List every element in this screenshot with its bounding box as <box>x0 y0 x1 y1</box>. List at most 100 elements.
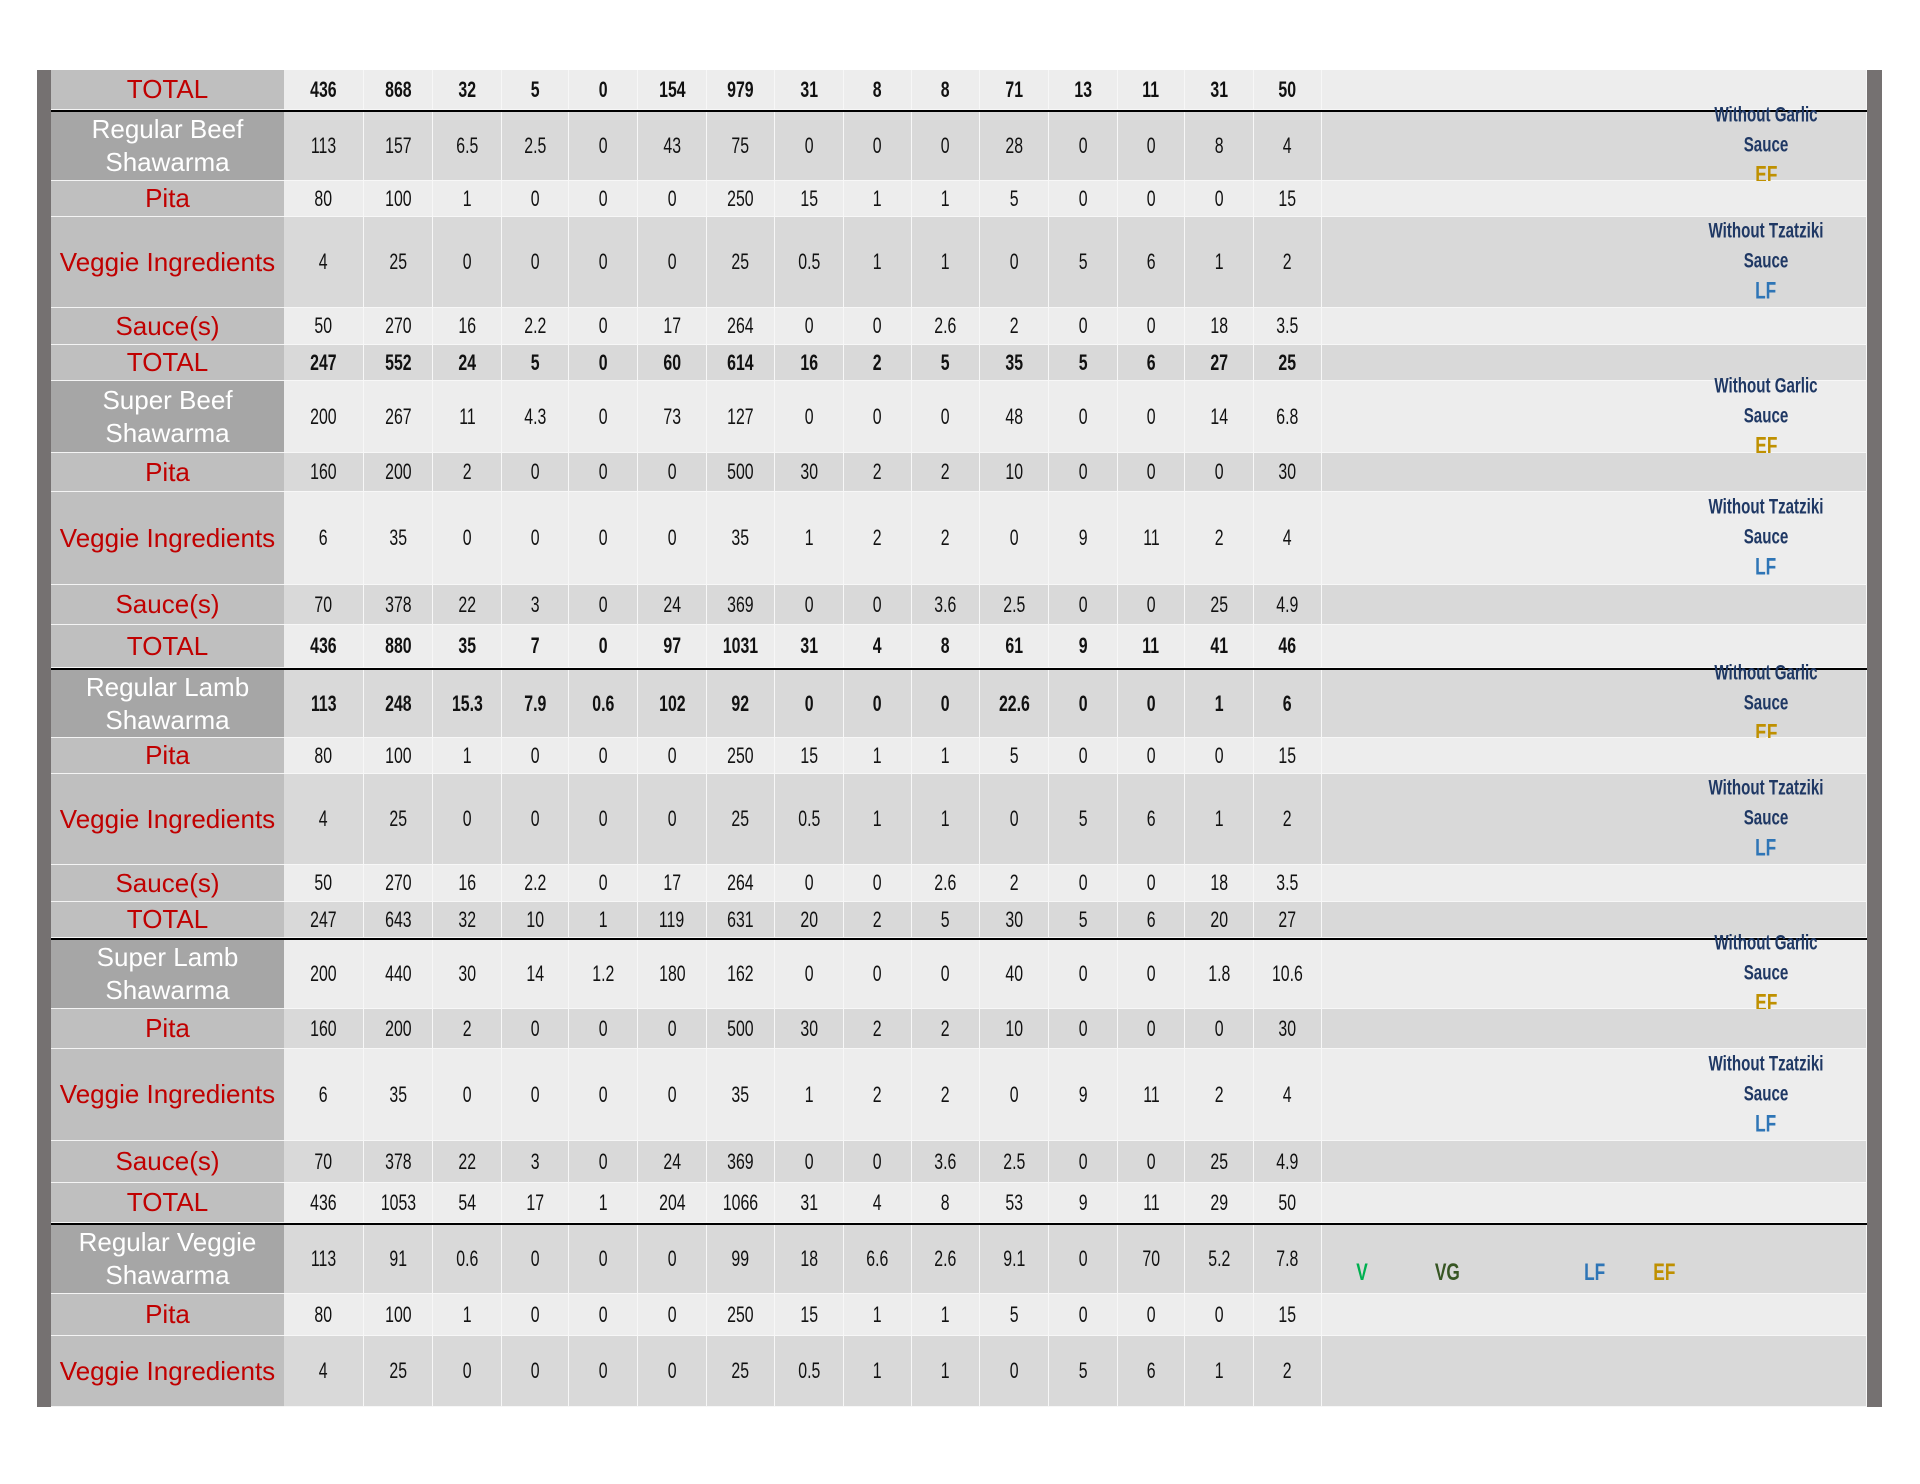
value-text: 4 <box>1283 133 1292 158</box>
value-cell: 5 <box>1049 345 1118 381</box>
value-text: 0 <box>598 313 608 338</box>
value-text: 4.9 <box>1276 591 1299 617</box>
value-text: 99 <box>731 1246 750 1271</box>
value-cell: 9 <box>1049 625 1118 668</box>
value-cell: 2.6 <box>912 865 980 902</box>
value-cell: 18 <box>1185 308 1254 345</box>
value-cell: 27 <box>1254 902 1322 938</box>
value-cell: 1 <box>1185 774 1254 865</box>
value-cell: 50 <box>1254 1183 1322 1223</box>
tag-lf-badge: LF <box>1755 834 1777 862</box>
value-text: 14 <box>1210 403 1228 429</box>
value-text: 10 <box>1005 1015 1023 1041</box>
value-text: 6 <box>319 1081 328 1107</box>
value-text: 0 <box>1214 742 1224 768</box>
value-cell: 0 <box>638 1294 707 1336</box>
note-garlic: Without Garlic Sauce EF <box>1676 101 1856 192</box>
item-name-cell: Super Beef Shawarma <box>51 381 284 453</box>
value-text: 0 <box>462 1358 472 1383</box>
value-cell: 0 <box>638 738 707 774</box>
value-text: 0 <box>462 249 472 274</box>
value-cell: 378 <box>364 1141 433 1183</box>
value-text: 0 <box>1078 591 1088 617</box>
value-cell: 6.5 <box>433 112 502 181</box>
value-cell: 18 <box>775 1225 844 1294</box>
value-cell: 0 <box>980 492 1049 585</box>
value-text: 157 <box>384 133 412 158</box>
value-text: 2 <box>873 525 882 550</box>
value-cell: 1 <box>844 1336 912 1407</box>
notes-cell: Without Garlic Sauce EF <box>1322 932 1867 1017</box>
table-row: Regular Lamb Shawarma 113 248 15.3 7.9 0.6 102… <box>51 661 1867 746</box>
value-text: 0 <box>598 1301 608 1327</box>
value-text: 0 <box>1146 459 1156 484</box>
value-cell: 31 <box>775 70 844 110</box>
value-cell: 0 <box>569 492 638 585</box>
value-text: 4 <box>1283 525 1292 550</box>
value-cell: 0 <box>569 1049 638 1141</box>
notes-cell <box>1322 738 1867 774</box>
table-row: TOTAL 436 880 35 7 0 97 1031 31 4 8 61 9 11 41 46 <box>51 625 1867 668</box>
value-cell: 4 <box>284 774 364 865</box>
value-text: 0 <box>598 1246 608 1271</box>
value-text: 0 <box>873 870 882 895</box>
value-cell: 3.6 <box>912 585 980 625</box>
value-text: 13 <box>1074 76 1092 102</box>
value-cell: 15 <box>775 181 844 217</box>
value-cell: 0 <box>1118 381 1185 453</box>
value-text: 5.2 <box>1207 1246 1231 1271</box>
value-text: 0 <box>804 1148 814 1174</box>
value-text: 127 <box>727 403 754 429</box>
value-text: 0 <box>1078 185 1088 211</box>
value-cell: 154 <box>638 70 707 110</box>
value-cell: 0 <box>569 308 638 345</box>
value-cell: 102 <box>638 670 707 738</box>
value-cell: 32 <box>433 902 502 938</box>
value-text: 0 <box>1078 690 1088 716</box>
value-cell: 0 <box>1185 1009 1254 1049</box>
value-cell: 0 <box>569 1009 638 1049</box>
value-text: 61 <box>1005 633 1023 658</box>
value-text: 2 <box>873 906 882 932</box>
value-cell: 50 <box>284 865 364 902</box>
value-cell: 0 <box>433 774 502 865</box>
value-text: 0 <box>1078 1015 1088 1041</box>
value-text: 17 <box>663 870 681 895</box>
value-cell: 17 <box>502 1183 569 1223</box>
value-cell: 0.6 <box>569 670 638 738</box>
value-cell: 16 <box>433 865 502 902</box>
value-text: 14 <box>526 961 544 986</box>
value-text: 4.9 <box>1276 1148 1299 1174</box>
value-cell: 5 <box>1049 774 1118 865</box>
value-text: 7.8 <box>1276 1246 1299 1271</box>
value-text: 3.6 <box>934 1148 957 1174</box>
value-cell: 11 <box>1118 70 1185 110</box>
value-cell: 16 <box>433 308 502 345</box>
value-cell: 0 <box>1049 381 1118 453</box>
value-text: 369 <box>727 1148 754 1174</box>
value-text: 100 <box>384 1301 412 1327</box>
component-label-cell: Sauce(s) <box>51 865 284 902</box>
value-cell: 1 <box>775 492 844 585</box>
value-text: 1 <box>873 1358 882 1383</box>
value-text: 11 <box>1142 1081 1160 1107</box>
value-text: 5 <box>1078 1358 1088 1383</box>
value-text: 60 <box>663 349 681 375</box>
value-text: 30 <box>1278 1015 1297 1041</box>
value-cell: 30 <box>980 902 1049 938</box>
value-cell: 0 <box>980 217 1049 308</box>
value-cell: 1 <box>1185 217 1254 308</box>
value-text: 0 <box>598 76 608 102</box>
value-text: 0 <box>804 690 814 716</box>
value-text: 1 <box>873 249 882 274</box>
value-cell: 0 <box>1118 453 1185 492</box>
value-cell: 92 <box>707 670 775 738</box>
value-text: 0 <box>1214 1301 1224 1327</box>
value-cell: 71 <box>980 70 1049 110</box>
value-text: 8 <box>873 76 882 102</box>
value-text: 25 <box>1278 349 1297 375</box>
value-text: 0 <box>941 690 950 716</box>
value-text: 369 <box>727 591 754 617</box>
value-cell: 11 <box>1118 1049 1185 1141</box>
value-cell: 160 <box>284 453 364 492</box>
